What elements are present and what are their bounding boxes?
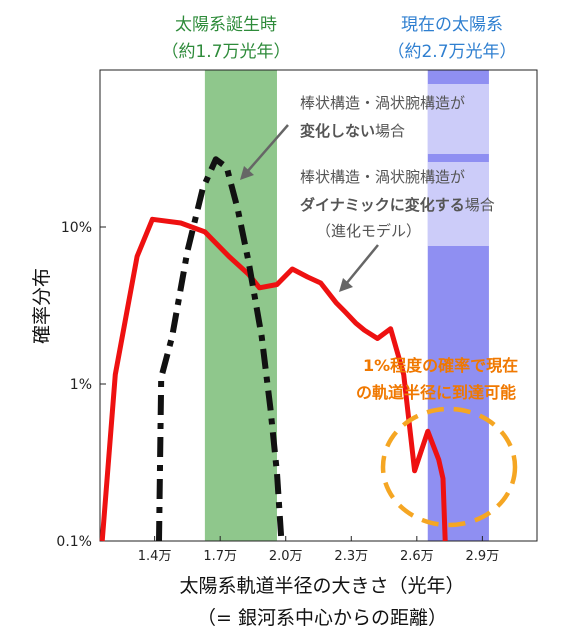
x-tick-label-5: 2.9万 [466, 549, 500, 564]
series-static-model-line [156, 156, 285, 542]
x-tick-label-4: 2.6万 [400, 549, 434, 564]
plot-frame [99, 69, 538, 542]
annotation-static-arrow [246, 124, 289, 173]
annotation-static-line2: 変化しない場合 [300, 122, 405, 140]
band-1-wash-top [427, 84, 489, 154]
annotation-static-line1: 棒状構造・渦状腕構造が [300, 94, 465, 112]
band-label-birth-sub: （約1.7万光年） [161, 42, 290, 62]
band-0 [204, 70, 277, 541]
x-tick-label-0: 1.4万 [138, 549, 172, 564]
annotation-dynamic-arrow [345, 244, 379, 285]
series-lines [99, 156, 448, 542]
band-label-birth-title: 太陽系誕生時 [175, 15, 277, 35]
annotation-dynamic-rest: 場合 [465, 196, 495, 214]
annotation-static-rest: 場合 [375, 122, 405, 140]
band-label-current-sub: （約2.7万光年） [387, 42, 516, 62]
y-tick-label-1: 1% [70, 377, 92, 393]
annotation-static-arrowhead [240, 166, 254, 180]
highlight-bands [204, 70, 489, 541]
y-ticks: 0.1% 1% 10% [56, 220, 106, 550]
annotation-dynamic-arrowhead [339, 278, 353, 292]
x-tick-label-3: 2.3万 [334, 549, 368, 564]
annotation-dynamic-line2: ダイナミックに変化する場合 [300, 196, 495, 214]
y-axis-title: 確率分布 [31, 268, 53, 344]
x-axis-subtitle: （= 銀河系中心からの距離） [197, 607, 447, 629]
band-label-current-title: 現在の太陽系 [401, 15, 503, 35]
annotation-dynamic-line1: 棒状構造・渦状腕構造が [300, 168, 465, 186]
y-tick-label-2: 10% [61, 220, 92, 236]
annotation-dynamic-bold: ダイナミックに変化する [300, 196, 465, 214]
x-tick-label-2: 2.0万 [269, 549, 303, 564]
band-1-wash-mid [427, 162, 489, 246]
annotation-static-bold: 変化しない [300, 122, 375, 140]
annotation-reach-line2: の軌道半径に到達可能 [356, 383, 516, 402]
x-axis-title: 太陽系軌道半径の大きさ（光年） [179, 575, 464, 597]
annotation-reach-line1: 1%程度の確率で現在 [363, 356, 518, 375]
y-tick-label-0: 0.1% [56, 534, 92, 550]
x-ticks: 1.4万 1.7万 2.0万 2.3万 2.6万 2.9万 [138, 536, 499, 564]
annotation-dynamic-line3: （進化モデル） [316, 222, 421, 240]
highlight-circle [380, 406, 518, 528]
x-tick-label-1: 1.7万 [203, 549, 237, 564]
series-evolution-model-line [99, 216, 448, 542]
